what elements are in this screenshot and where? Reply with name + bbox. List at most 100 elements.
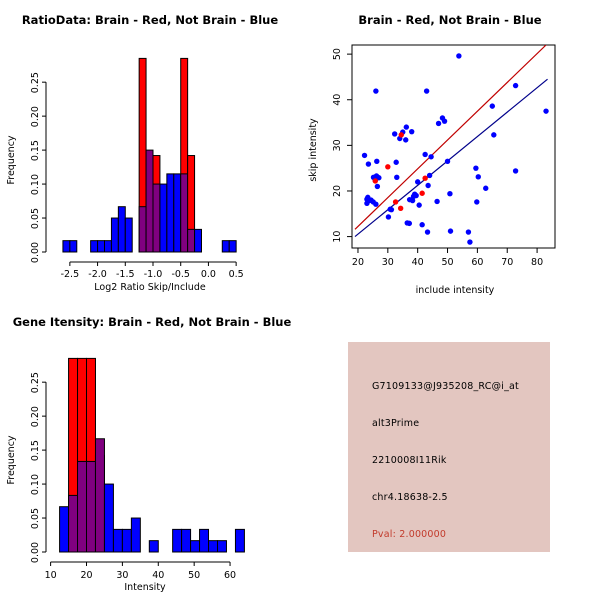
x-tick-label: 10 bbox=[45, 570, 57, 581]
scatter-point bbox=[473, 165, 479, 171]
scatter-svg: Brain - Red, Not Brain - Blue skip inten… bbox=[308, 13, 556, 296]
info-probe-id: G7109133@J935208_RC@i_at bbox=[372, 381, 519, 392]
scatter-point bbox=[403, 124, 410, 130]
gene-histogram-xlabel: Intensity bbox=[124, 582, 166, 593]
y-tick-label: 0.25 bbox=[30, 372, 41, 393]
scatter-point bbox=[365, 161, 372, 167]
histogram-bar-blue bbox=[59, 506, 70, 553]
scatter-point bbox=[444, 158, 451, 165]
histogram-bar-blue bbox=[117, 206, 126, 253]
scatter-point bbox=[491, 132, 497, 138]
scatter-point bbox=[416, 202, 422, 208]
gene-histogram-panel: Gene Itensity: Brain - Red, Not Brain - … bbox=[0, 300, 300, 600]
x-tick-label: 60 bbox=[224, 570, 236, 581]
scatter-panel: Brain - Red, Not Brain - Blue skip inten… bbox=[300, 0, 600, 300]
histogram-bar-blue bbox=[145, 149, 154, 253]
histogram-bar-blue bbox=[104, 240, 112, 253]
scatter-point bbox=[373, 88, 379, 94]
y-tick-label: 0.10 bbox=[30, 174, 41, 195]
scatter-point bbox=[393, 159, 399, 165]
scatter-point bbox=[447, 191, 453, 197]
scatter-point bbox=[394, 174, 400, 180]
scatter-point bbox=[422, 175, 428, 181]
x-tick-label: -1.5 bbox=[116, 269, 135, 280]
scatter-point bbox=[456, 53, 462, 59]
histogram-bar-blue bbox=[90, 240, 99, 253]
x-tick-label: 40 bbox=[152, 570, 164, 581]
scatter-point bbox=[435, 120, 442, 127]
y-tick-label: 40 bbox=[332, 94, 343, 106]
ratio-histogram-ylabel: Frequency bbox=[6, 135, 17, 184]
scatter-point bbox=[385, 164, 391, 170]
scatter-point bbox=[376, 175, 382, 181]
y-tick-label: 0.00 bbox=[30, 242, 41, 263]
scatter-point bbox=[409, 197, 416, 204]
scatter-inner bbox=[354, 45, 549, 245]
x-tick-label: 70 bbox=[501, 257, 513, 268]
ratio-histogram-plot-area: 0.00 0.05 0.10 0.15 0.20 0.25 -2.5 -2.0 -1.5 -1.0… bbox=[30, 57, 244, 280]
y-tick-label: 0.25 bbox=[30, 72, 41, 93]
fit-line bbox=[354, 45, 547, 230]
histogram-bar-blue bbox=[172, 528, 183, 553]
y-tick-label: 0.10 bbox=[30, 474, 41, 495]
fit-line bbox=[354, 78, 548, 238]
histogram-bar-blue bbox=[180, 173, 189, 253]
scatter-point bbox=[512, 82, 519, 89]
y-tick-label: 20 bbox=[332, 185, 343, 197]
y-tick-label: 0.05 bbox=[30, 508, 41, 529]
scatter-point bbox=[414, 179, 421, 185]
histogram-bar-blue bbox=[86, 460, 96, 553]
histogram-bar-blue bbox=[138, 206, 147, 253]
histogram-bar-blue bbox=[228, 240, 237, 253]
ratio-histogram-panel: RatioData: Brain - Red, Not Brain - Blue… bbox=[0, 0, 300, 300]
histogram-bar-blue bbox=[173, 173, 182, 253]
histogram-bar-blue bbox=[77, 460, 88, 553]
histogram-bar-blue bbox=[221, 240, 230, 253]
y-tick-label: 0.05 bbox=[30, 208, 41, 229]
scatter-point bbox=[419, 222, 425, 228]
histogram-bar-blue bbox=[159, 183, 168, 253]
scatter-point bbox=[411, 191, 418, 197]
x-tick-label: 50 bbox=[188, 570, 200, 581]
scatter-point bbox=[474, 199, 480, 205]
scatter-point bbox=[374, 183, 381, 190]
scatter-point bbox=[543, 108, 549, 114]
scatter-point bbox=[423, 88, 430, 94]
scatter-point bbox=[441, 118, 448, 124]
x-tick-label: 50 bbox=[441, 257, 453, 268]
scatter-point bbox=[434, 198, 440, 205]
x-tick-label: -1.0 bbox=[144, 269, 163, 280]
scatter-xlabel: include intensity bbox=[416, 285, 495, 296]
scatter-point bbox=[403, 137, 409, 143]
scatter-plot-area: 10 20 30 40 50 20 30 40 50 60 70 80 bbox=[332, 44, 556, 268]
histogram-bar-blue bbox=[216, 540, 227, 553]
scatter-point bbox=[489, 103, 496, 109]
x-tick-label: -0.5 bbox=[171, 269, 190, 280]
scatter-point bbox=[361, 152, 368, 159]
scatter-point bbox=[425, 182, 431, 189]
histogram-bar-blue bbox=[208, 540, 218, 553]
x-tick-label: 30 bbox=[116, 570, 128, 581]
scatter-ylabel: skip intensity bbox=[308, 118, 319, 182]
scatter-point bbox=[406, 220, 413, 227]
scatter-point bbox=[392, 199, 399, 205]
histogram-bar-blue bbox=[94, 438, 105, 553]
histogram-bar-blue bbox=[234, 528, 245, 553]
scatter-point bbox=[388, 206, 395, 213]
scatter-point bbox=[398, 132, 404, 138]
histogram-bar-blue bbox=[124, 217, 133, 253]
histogram-bar-blue bbox=[190, 540, 201, 553]
x-tick-label: 80 bbox=[531, 257, 543, 268]
scatter-point bbox=[374, 158, 380, 165]
histogram-bar-blue bbox=[199, 528, 210, 553]
y-tick-label: 50 bbox=[332, 48, 343, 60]
gene-info-panel: G7109133@J935208_RC@i_at alt3Prime 22100… bbox=[348, 342, 550, 552]
x-tick-label: 40 bbox=[412, 257, 424, 268]
y-tick-label: 0.15 bbox=[30, 140, 41, 161]
gene-histogram-svg: Gene Itensity: Brain - Red, Not Brain - … bbox=[6, 315, 291, 593]
scatter-point bbox=[372, 178, 378, 184]
y-tick-label: 0.20 bbox=[30, 106, 41, 127]
histogram-bar-blue bbox=[69, 240, 78, 253]
histogram-bar-blue bbox=[110, 217, 119, 253]
scatter-point bbox=[467, 239, 473, 245]
